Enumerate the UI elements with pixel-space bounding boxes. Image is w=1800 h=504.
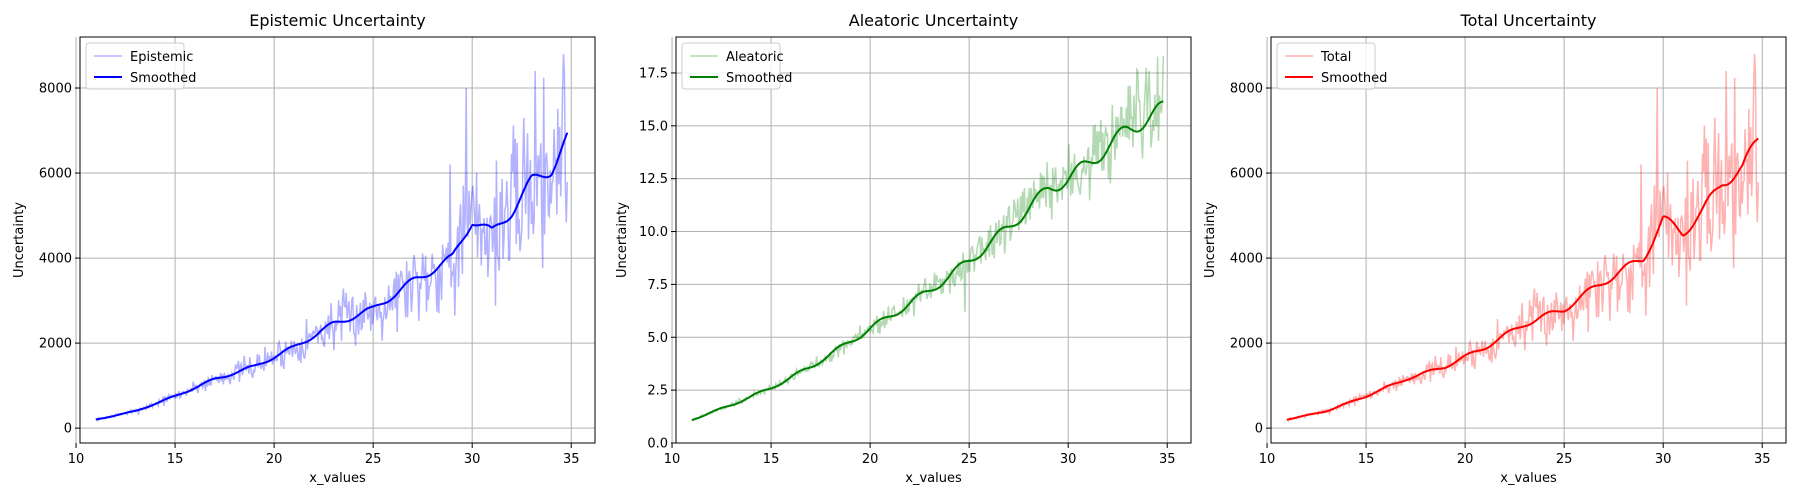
x-tick-label: 35 — [1754, 452, 1771, 467]
y-tick-label: 15.0 — [639, 119, 668, 134]
y-tick-label: 8000 — [1230, 82, 1263, 97]
legend: Aleatoric Smoothed — [681, 42, 792, 90]
axes-frame — [675, 36, 1192, 444]
chart-title: Epistemic Uncertainty — [249, 11, 426, 30]
y-tick-label: 7.5 — [647, 278, 668, 293]
y-tick-label: 5.0 — [647, 331, 668, 346]
y-tick-label: 4000 — [1230, 252, 1263, 267]
chart-panel-1: 10 15 20 25 30 35 0 2000 4000 6000 8000 Epistemic U… — [12, 11, 596, 486]
y-axis-label: Uncertainty — [1203, 202, 1218, 278]
x-axis-label: x_values — [1500, 471, 1557, 486]
chart-panel-2: 10 15 20 25 30 35 0.0 2.5 5.0 7.5 10.0 12.5 15.0 17.5… — [615, 11, 1192, 486]
y-tick-label: 2000 — [1230, 337, 1263, 352]
y-tick-label: 6000 — [1230, 167, 1263, 182]
legend-label-smoothed: Smoothed — [1321, 71, 1387, 86]
y-axis-label: Uncertainty — [12, 202, 27, 278]
x-tick-label: 25 — [365, 452, 382, 467]
x-tick-label: 30 — [1060, 452, 1077, 467]
x-tick-label: 20 — [1457, 452, 1474, 467]
x-tick-label: 20 — [862, 452, 879, 467]
x-axis-label: x_values — [905, 471, 962, 486]
x-tick-label: 10 — [664, 452, 681, 467]
smoothed-series-line — [95, 132, 569, 421]
y-tick-label: 12.5 — [639, 172, 668, 187]
y-tick-label: 0 — [1255, 422, 1263, 437]
y-tick-label: 4000 — [39, 252, 72, 267]
x-tick-label: 30 — [1655, 452, 1672, 467]
x-tick-label: 10 — [68, 452, 85, 467]
axes-frame — [1270, 36, 1787, 444]
y-tick-label: 6000 — [39, 167, 72, 182]
chart-panel-3: 10 15 20 25 30 35 0 2000 4000 6000 8000 Total Uncer… — [1203, 11, 1787, 486]
x-tick-label: 25 — [961, 452, 978, 467]
x-tick-label: 15 — [763, 452, 780, 467]
y-tick-label: 0 — [64, 422, 72, 437]
legend-label-smoothed: Smoothed — [726, 71, 792, 86]
y-tick-label: 0.0 — [647, 437, 668, 452]
y-axis-label: Uncertainty — [615, 202, 630, 278]
legend-label-raw: Aleatoric — [726, 50, 784, 65]
y-tick-label: 2.5 — [647, 384, 668, 399]
x-tick-label: 10 — [1259, 452, 1276, 467]
legend: Total Smoothed — [1276, 42, 1387, 90]
chart-title: Total Uncertainty — [1460, 11, 1597, 30]
x-tick-label: 30 — [464, 452, 481, 467]
axes-frame — [79, 36, 596, 444]
x-tick-label: 25 — [1556, 452, 1573, 467]
x-axis-label: x_values — [309, 471, 366, 486]
raw-series-line — [691, 55, 1165, 421]
x-tick-label: 15 — [1358, 452, 1375, 467]
x-tick-label: 15 — [167, 452, 184, 467]
legend-label-raw: Total — [1320, 50, 1351, 65]
y-tick-label: 17.5 — [639, 66, 668, 81]
x-tick-label: 35 — [563, 452, 580, 467]
smoothed-series-line — [691, 100, 1164, 421]
x-tick-label: 35 — [1159, 452, 1176, 467]
chart-title: Aleatoric Uncertainty — [849, 11, 1018, 30]
legend-label-raw: Epistemic — [130, 50, 193, 65]
raw-series-line — [95, 53, 569, 423]
x-tick-label: 20 — [266, 452, 283, 467]
legend-label-smoothed: Smoothed — [130, 71, 196, 86]
smoothed-series-line — [1286, 137, 1759, 421]
y-tick-label: 2000 — [39, 337, 72, 352]
raw-series-line — [1286, 53, 1760, 423]
legend: Epistemic Smoothed — [85, 42, 196, 90]
y-tick-label: 10.0 — [639, 225, 668, 240]
y-tick-label: 8000 — [39, 82, 72, 97]
